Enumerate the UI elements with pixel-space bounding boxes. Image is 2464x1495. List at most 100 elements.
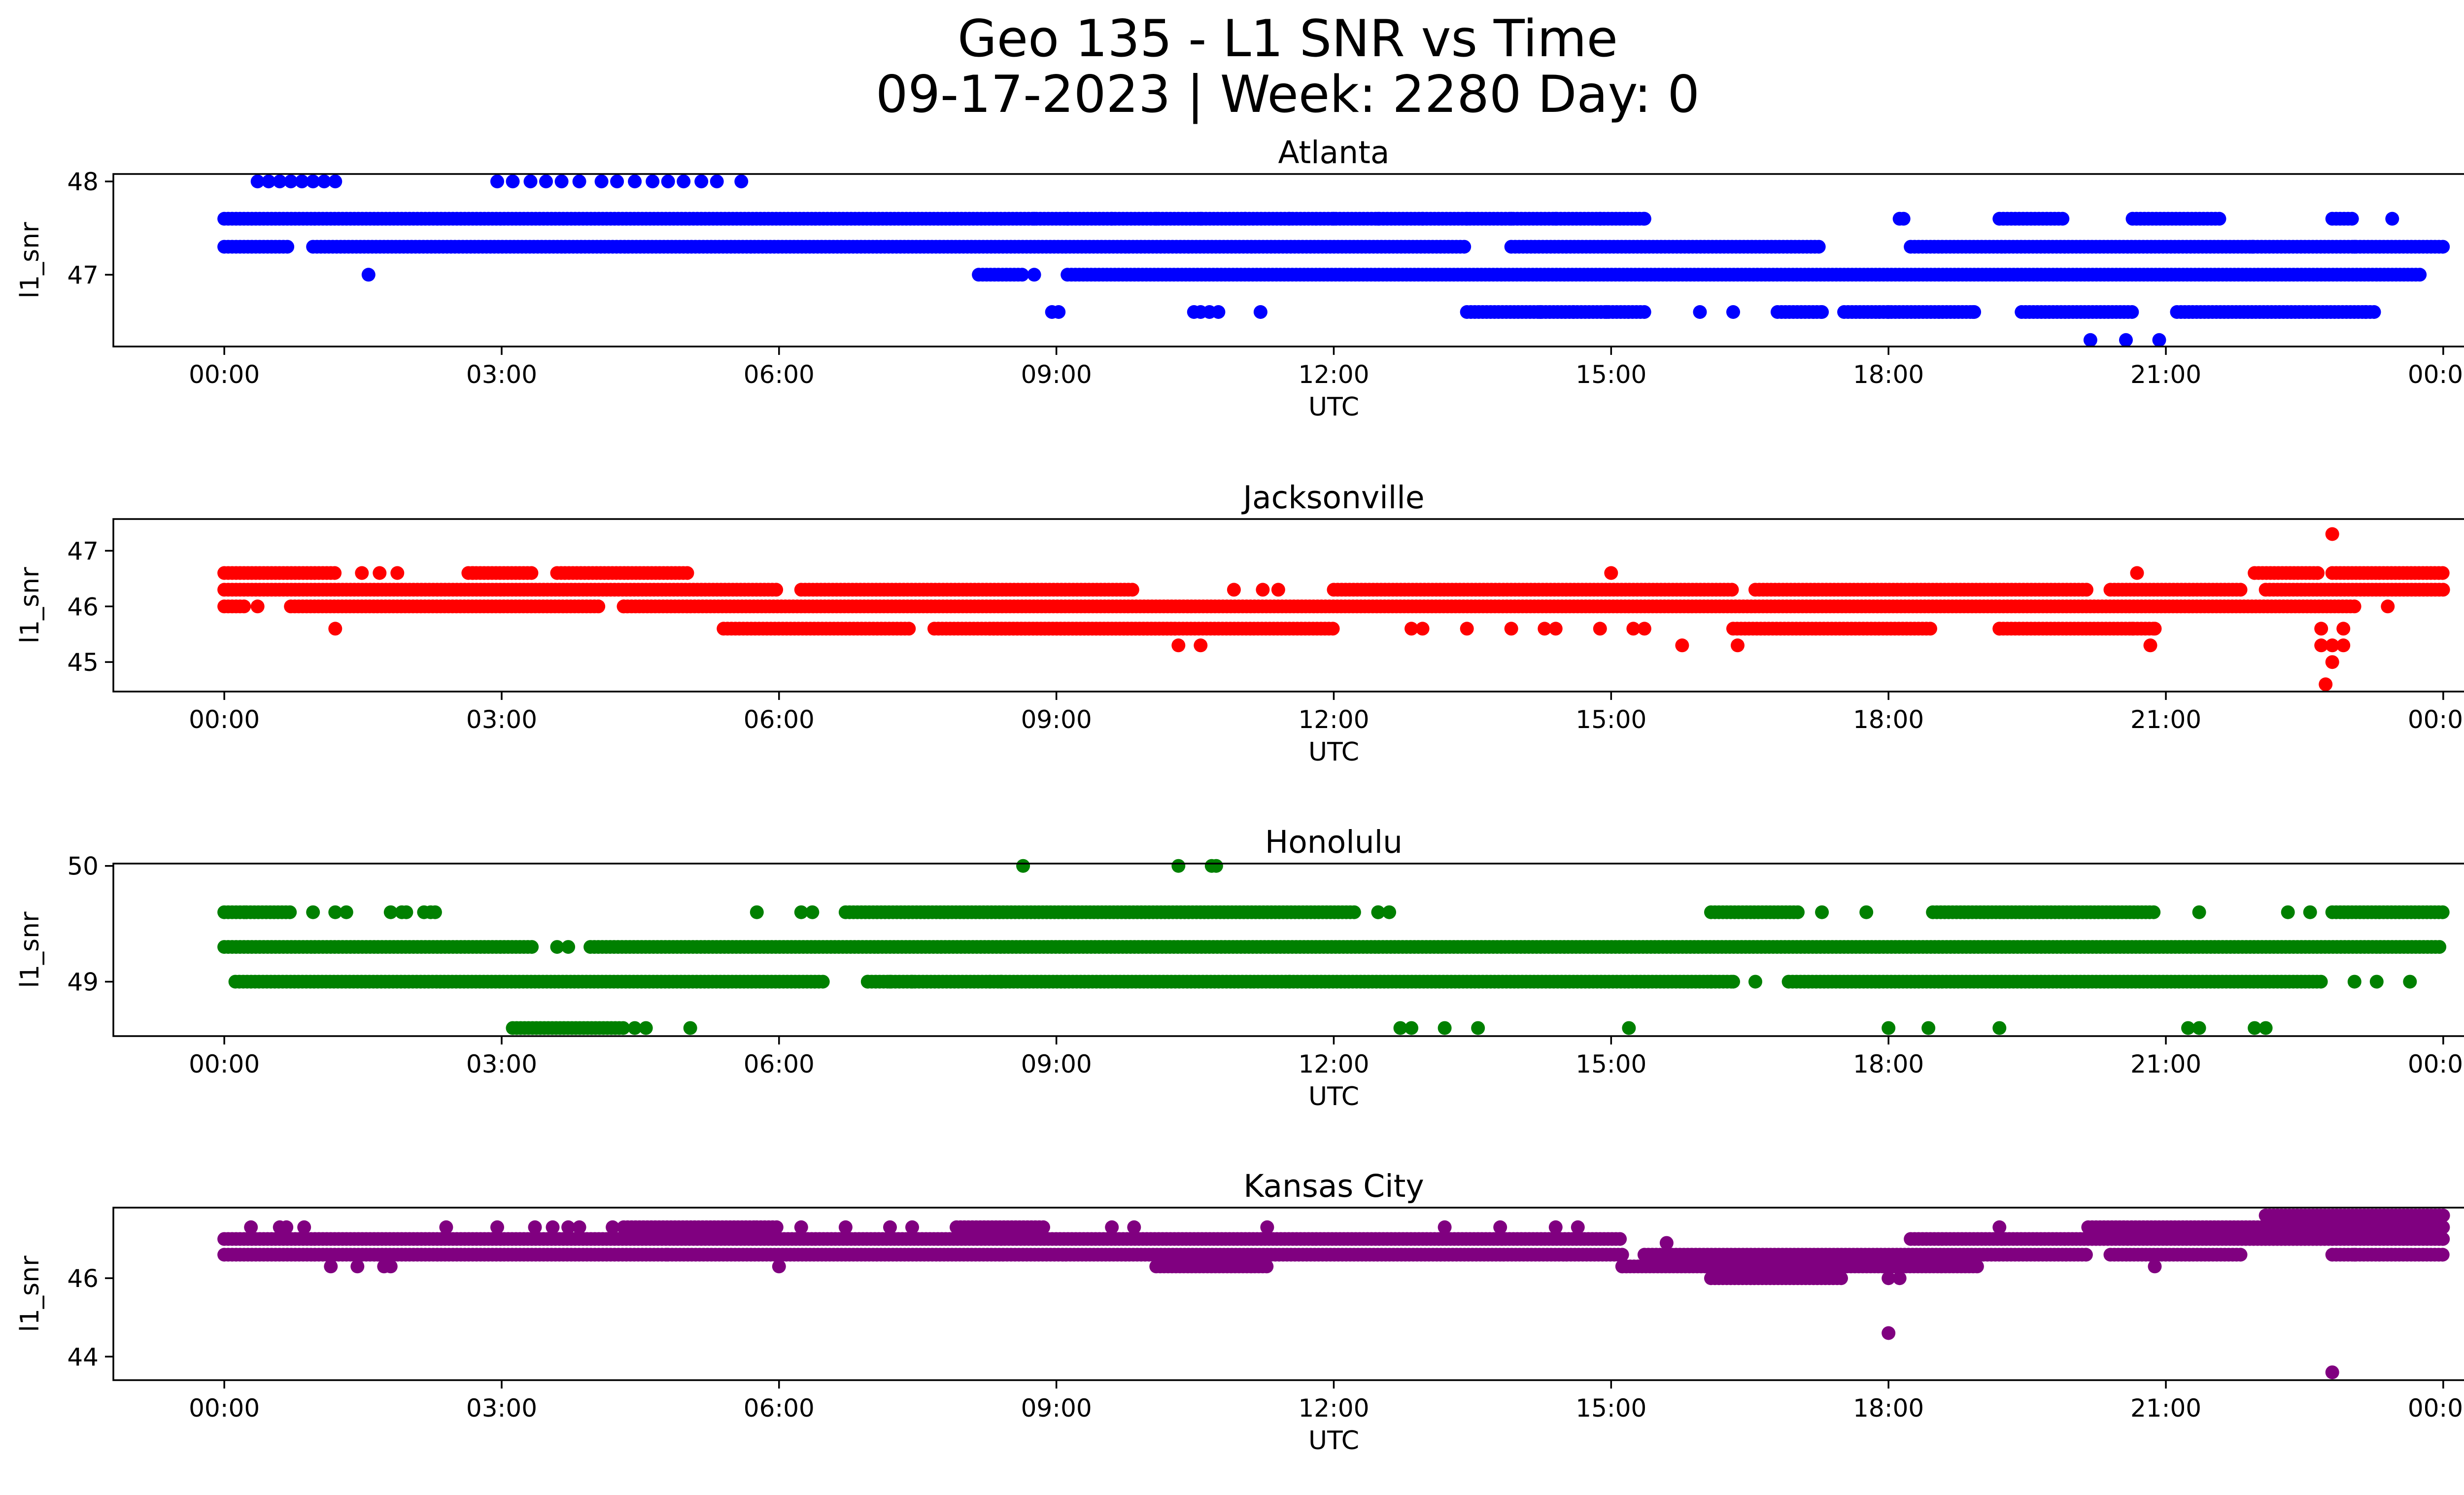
data-point <box>1815 305 1829 319</box>
data-point <box>1791 905 1805 919</box>
data-point <box>594 174 609 189</box>
data-point <box>373 566 387 580</box>
data-point <box>1622 1021 1636 1035</box>
data-point <box>1593 622 1607 636</box>
data-point <box>280 240 295 254</box>
x-tick-label: 00:00 <box>189 705 260 734</box>
data-point <box>2192 1021 2206 1035</box>
data-point <box>1382 905 1397 919</box>
x-tick-label: 00:00 <box>2408 1050 2464 1078</box>
y-tick-label: 46 <box>67 592 99 621</box>
x-tick-label: 12:00 <box>1298 1050 1369 1078</box>
data-point <box>1061 211 1075 226</box>
data-point <box>328 566 342 580</box>
data-point <box>1600 305 1614 319</box>
data-point <box>395 905 409 919</box>
data-point <box>2192 905 2206 919</box>
data-point <box>1896 211 1911 226</box>
data-point <box>905 974 919 989</box>
data-point <box>283 905 297 919</box>
data-point <box>1921 1021 1936 1035</box>
data-point <box>306 174 320 189</box>
data-point <box>1347 905 1361 919</box>
data-point <box>1882 305 1896 319</box>
data-point <box>883 974 897 989</box>
data-point <box>2436 1208 2450 1222</box>
x-tick-label: 00:00 <box>2408 360 2464 389</box>
data-point <box>1637 211 1651 226</box>
data-point <box>1016 859 1030 873</box>
data-point <box>2147 905 2161 919</box>
data-point <box>1171 638 1186 653</box>
data-point <box>1815 905 1829 919</box>
x-tick-label: 00:00 <box>2408 705 2464 734</box>
x-tick-label: 12:00 <box>1298 705 1369 734</box>
x-axis-label-honolulu: UTC <box>1308 1082 1359 1112</box>
data-point <box>2281 905 2295 919</box>
data-point <box>2259 1021 2273 1035</box>
panel-title-kansas-city: Kansas City <box>1243 1168 1424 1204</box>
data-point <box>355 566 369 580</box>
x-tick-label: 00:00 <box>189 360 260 389</box>
x-tick-label: 03:00 <box>466 705 537 734</box>
data-point <box>1460 622 1474 636</box>
data-point <box>2325 527 2339 541</box>
x-tick-label: 15:00 <box>1575 1050 1646 1078</box>
data-point <box>1256 583 1270 597</box>
data-point <box>2233 583 2248 597</box>
x-tick-label: 00:00 <box>189 1050 260 1078</box>
data-point <box>1593 211 1607 226</box>
data-point <box>525 940 539 954</box>
data-point <box>2083 333 2097 347</box>
y-axis-label-atlanta: l1_snr <box>15 222 45 299</box>
data-point <box>1211 305 1226 319</box>
data-point <box>1149 211 1164 226</box>
y-axis-label-jacksonville: l1_snr <box>15 567 45 644</box>
panel-title-honolulu: Honolulu <box>1265 824 1403 860</box>
data-point <box>523 174 538 189</box>
data-point <box>506 174 520 189</box>
data-point <box>661 174 675 189</box>
data-point <box>1637 622 1651 636</box>
data-point <box>616 599 631 614</box>
data-point <box>295 174 309 189</box>
data-point <box>769 583 784 597</box>
data-point <box>1052 305 1066 319</box>
data-point <box>1704 974 1718 989</box>
x-tick-label: 06:00 <box>744 1050 815 1078</box>
data-point <box>490 174 504 189</box>
data-point <box>2381 599 2395 614</box>
data-point <box>2143 638 2157 653</box>
data-point <box>1533 305 1547 319</box>
markers-honolulu <box>217 859 2450 1035</box>
data-point <box>572 174 586 189</box>
x-tick-label: 06:00 <box>744 360 815 389</box>
data-point <box>2080 583 2093 597</box>
data-point <box>683 1021 697 1035</box>
data-point <box>2436 1220 2450 1234</box>
axes-frame-atlanta <box>112 173 2464 348</box>
data-point <box>1548 211 1563 226</box>
data-point <box>262 174 276 189</box>
data-point <box>306 905 320 919</box>
x-tick-label: 21:00 <box>2130 705 2201 734</box>
y-axis-label-honolulu: l1_snr <box>15 911 45 988</box>
data-point <box>2148 622 2162 636</box>
data-point <box>2303 905 2317 919</box>
data-point <box>361 268 376 282</box>
data-point <box>250 174 265 189</box>
data-point <box>1404 1021 1419 1035</box>
x-tick-label: 18:00 <box>1853 360 1924 389</box>
data-point <box>554 174 569 189</box>
data-point <box>639 1021 653 1035</box>
data-point <box>2152 333 2166 347</box>
data-point <box>1415 622 1430 636</box>
data-point <box>860 974 875 989</box>
data-point <box>1504 211 1518 226</box>
data-point <box>1693 305 1707 319</box>
y-tick-label: 47 <box>67 261 99 289</box>
data-point <box>1371 211 1385 226</box>
